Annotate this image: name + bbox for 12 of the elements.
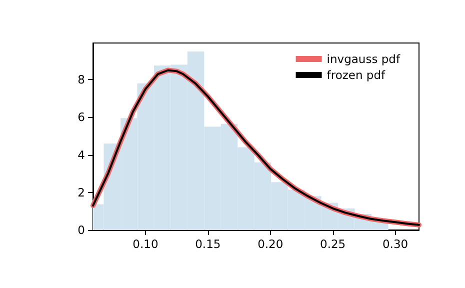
x-tick-label: 0.25 xyxy=(320,237,346,251)
y-tick-label: 0 xyxy=(78,223,85,237)
y-tick-label: 8 xyxy=(78,72,85,87)
y-tick-label: 6 xyxy=(78,110,85,124)
y-tick-label: 2 xyxy=(78,185,85,200)
legend-label: invgauss pdf xyxy=(326,52,401,66)
y-tick-label: 4 xyxy=(78,148,85,162)
x-tick-label: 0.10 xyxy=(132,237,158,251)
x-tick-label: 0.20 xyxy=(258,237,284,251)
legend-label: frozen pdf xyxy=(326,68,386,82)
x-tick-label: 0.15 xyxy=(195,237,221,251)
x-tick-label: 0.30 xyxy=(382,237,408,251)
